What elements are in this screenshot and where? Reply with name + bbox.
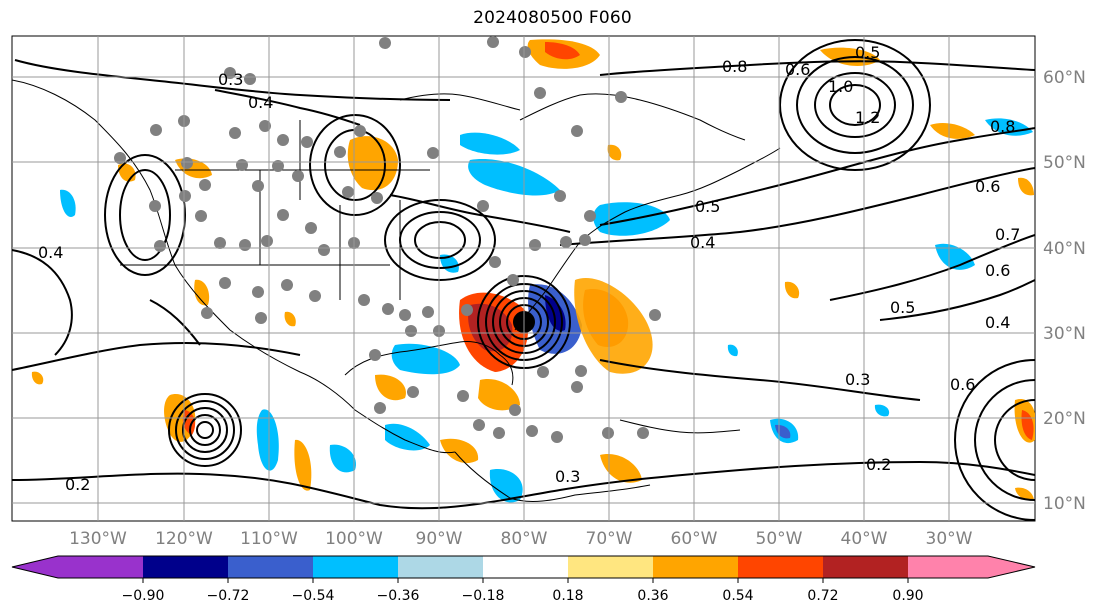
lon-label: 110°W: [240, 529, 298, 549]
observation-dots: [114, 36, 661, 443]
colorbar-segment: [483, 556, 568, 578]
lat-label: 10°N: [1043, 494, 1086, 514]
lon-label: 50°W: [756, 529, 803, 549]
colorbar-segment: [908, 556, 988, 578]
colorbar-segment: [398, 556, 483, 578]
contour-label-0.3: 0.3: [845, 370, 870, 389]
colorbar: −0.90 −0.72 −0.54 −0.36 −0.18 0.18 0.36 …: [11, 555, 1036, 604]
lon-label: 40°W: [841, 529, 888, 549]
contour-label-0.3: 0.3: [555, 467, 580, 486]
contour-label-0.6: 0.6: [985, 261, 1010, 280]
colorbar-segment: [228, 556, 313, 578]
colorbar-tick-label: 0.36: [637, 588, 668, 604]
lon-label: 80°W: [501, 529, 548, 549]
contour-label-0.4: 0.4: [38, 243, 63, 262]
lat-label: 50°N: [1043, 153, 1086, 173]
contour-label-0.5: 0.5: [855, 43, 880, 62]
contour-label-0.8: 0.8: [990, 117, 1015, 136]
colorbar-segment: [143, 556, 228, 578]
colorbar-tick-label: 0.18: [552, 588, 583, 604]
colorbar-tick-label: 0.90: [892, 588, 923, 604]
contour-label-0.8: 0.8: [722, 57, 747, 76]
lon-label: 30°W: [926, 529, 973, 549]
contour-lines: [12, 39, 1035, 521]
colorbar-segment: [58, 556, 143, 578]
contour-labels: 0.2 0.2 0.3 0.3 0.3 0.4 0.4 0.4 0.4 0.5 …: [38, 43, 1020, 494]
contour-label-0.6: 0.6: [975, 177, 1000, 196]
contour-label-0.4: 0.4: [248, 93, 273, 112]
lon-label: 100°W: [325, 529, 383, 549]
colorbar-tick-label: −0.18: [462, 588, 505, 604]
gridlines: [12, 36, 1035, 521]
lat-label: 60°N: [1043, 68, 1086, 88]
contour-label-0.4: 0.4: [690, 233, 715, 252]
contour-label-0.6: 0.6: [950, 375, 975, 394]
contour-label-0.4: 0.4: [985, 313, 1010, 332]
lon-label: 130°W: [69, 529, 127, 549]
contour-label-0.3: 0.3: [218, 70, 243, 89]
contour-label-0.2: 0.2: [866, 455, 891, 474]
contour-label-1.0: 1.0: [828, 77, 853, 96]
contour-label-0.7: 0.7: [995, 225, 1020, 244]
colorbar-segment: [988, 556, 1035, 578]
lon-label: 120°W: [155, 529, 213, 549]
colorbar-segment: [12, 556, 58, 578]
colorbar-segment: [568, 556, 653, 578]
lat-label: 20°N: [1043, 409, 1086, 429]
coastlines: [12, 79, 781, 502]
longitude-labels: 130°W 120°W 110°W 100°W 90°W 80°W 70°W 6…: [69, 529, 973, 549]
contour-label-0.2: 0.2: [65, 475, 90, 494]
lon-label: 90°W: [416, 529, 463, 549]
contour-label-1.2: 1.2: [855, 108, 880, 127]
colorbar-tick-label: 0.72: [807, 588, 838, 604]
lat-label: 40°N: [1043, 239, 1086, 259]
colorbar-tick-label: −0.90: [122, 588, 165, 604]
colorbar-segment: [738, 556, 823, 578]
contour-label-0.5: 0.5: [890, 298, 915, 317]
colorbar-outline: [11, 555, 1036, 579]
colorbar-tick-label: −0.54: [292, 588, 335, 604]
colorbar-segment: [823, 556, 908, 578]
colorbar-tick-label: 0.54: [722, 588, 753, 604]
colorbar-segment: [313, 556, 398, 578]
lon-label: 60°W: [671, 529, 718, 549]
contour-label-0.5: 0.5: [695, 197, 720, 216]
plot-title: 2024080500 F060: [473, 8, 632, 28]
contour-label-0.6: 0.6: [785, 60, 810, 79]
colorbar-tick-label: −0.36: [377, 588, 420, 604]
latitude-labels: 60°N 50°N 40°N 30°N 20°N 10°N: [1043, 68, 1086, 514]
lat-label: 30°N: [1043, 324, 1086, 344]
lon-label: 70°W: [586, 529, 633, 549]
colorbar-tick-label: −0.72: [207, 588, 250, 604]
colorbar-segment: [653, 556, 738, 578]
